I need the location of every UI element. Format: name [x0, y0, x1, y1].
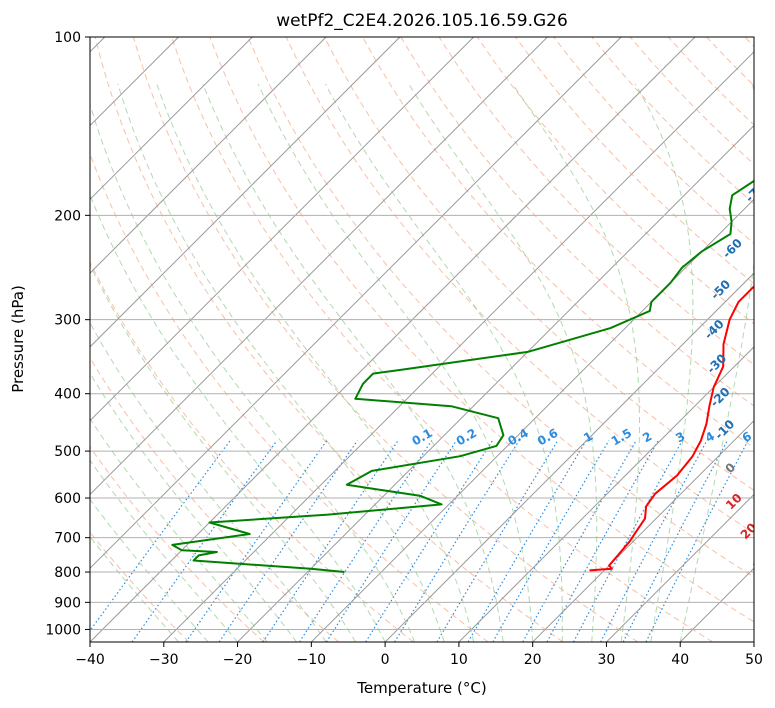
isotherm-line — [90, 37, 401, 348]
moist-adiabat-line — [90, 459, 238, 642]
x-tick-label: −20 — [223, 652, 253, 668]
isotherm-line — [310, 198, 754, 642]
moist-adiabat-line — [90, 535, 179, 642]
y-axis-label: Pressure (hPa) — [9, 285, 27, 393]
mixing-ratio-line — [218, 440, 358, 642]
mixing-ratio-line — [262, 440, 399, 642]
x-tick-label: 30 — [598, 652, 616, 668]
dry-adiabat-line — [515, 37, 754, 285]
dry-adiabats — [90, 37, 754, 642]
moist-adiabat-line — [257, 83, 534, 642]
moist-adiabat-line — [117, 83, 445, 642]
moist-adiabat-line — [634, 83, 694, 642]
moist-adiabat-line — [90, 102, 416, 642]
isotherm-line — [753, 641, 754, 642]
y-tick-label: 1000 — [45, 622, 81, 638]
mixing-ratio-line — [546, 440, 659, 642]
y-tick-label: 700 — [54, 531, 81, 547]
isotherm-line — [90, 37, 696, 642]
isotherm-line — [532, 419, 754, 642]
isotherm-line — [90, 37, 475, 422]
x-tick-label: −40 — [75, 652, 105, 668]
mixing-ratio-line — [185, 440, 328, 642]
moist-adiabat-line — [90, 372, 297, 642]
skewed-isotherms — [90, 37, 754, 642]
dry-adiabat-line — [285, 37, 754, 535]
dry-adiabat-line — [438, 37, 754, 366]
x-tick-label: −30 — [149, 652, 179, 668]
dry-adiabat-line — [247, 37, 754, 578]
moist-adiabat-line — [90, 417, 268, 642]
x-tick-label: −10 — [297, 652, 327, 668]
mixing-ratio-line — [436, 440, 559, 642]
moist-adiabat-line — [156, 83, 475, 642]
isotherm-line — [90, 37, 327, 274]
isotherm-line — [90, 37, 253, 201]
mixing-ratio-line — [325, 440, 457, 642]
moist-adiabat-line — [512, 83, 640, 642]
mixing-ratio-line — [645, 440, 749, 642]
dry-adiabat-line — [323, 37, 754, 491]
x-axis-label: Temperature (°C) — [356, 679, 486, 697]
mixing-ratio-line — [90, 440, 231, 632]
mixing-ratio-line — [131, 440, 278, 642]
y-tick-label: 100 — [54, 30, 81, 46]
isotherm-line — [90, 37, 622, 569]
y-tick-label: 300 — [54, 313, 81, 329]
mixing-ratio-line — [467, 440, 587, 642]
dry-adiabat-line — [476, 37, 754, 325]
y-tick-label: 900 — [54, 595, 81, 611]
mixing-ratio-line — [299, 440, 433, 642]
dry-adiabat-line — [90, 260, 414, 642]
x-tick-label: 40 — [671, 652, 689, 668]
isotherm-label: 40 — [764, 583, 775, 605]
chart-title: wetPf2_C2E4.2026.105.16.59.G26 — [276, 11, 568, 31]
moist-adiabat-line — [324, 83, 563, 642]
moist-adiabat-line — [90, 321, 327, 642]
mixing-ratio-line — [572, 440, 683, 642]
isotherm-line — [90, 37, 548, 496]
x-tick-label: 10 — [450, 652, 468, 668]
dry-adiabat-line — [209, 37, 754, 623]
dry-adiabat-line — [94, 37, 564, 642]
temperature-profile-line — [589, 285, 754, 572]
y-tick-label: 500 — [54, 444, 81, 460]
isotherm-label: -80 — [771, 126, 775, 151]
y-tick-label: 600 — [54, 491, 81, 507]
moist-adiabat-line — [679, 83, 754, 642]
dry-adiabat-line — [171, 37, 713, 642]
dry-adiabat-line — [132, 37, 639, 642]
profile-series — [171, 179, 754, 573]
mixing-ratio-line — [522, 440, 637, 642]
mixing-ratio-line — [365, 440, 494, 642]
isobar-grid — [90, 37, 754, 630]
dry-adiabat-line — [90, 356, 339, 642]
isotherm-label: -70 — [743, 180, 768, 205]
moist-adiabat-line — [90, 498, 209, 642]
isotherm-line — [163, 51, 754, 642]
x-tick-label: 0 — [381, 652, 390, 668]
dewpoint-profile-line — [171, 179, 754, 573]
moist-adiabat-line — [408, 83, 598, 642]
moist-adiabat-line — [202, 83, 504, 642]
x-tick-label: 20 — [524, 652, 542, 668]
isotherm-line — [384, 272, 754, 642]
isotherm-line — [237, 124, 754, 642]
mixing-ratio-line — [492, 440, 610, 642]
x-tick-label: 50 — [745, 652, 763, 668]
isotherm-label: 30 — [750, 552, 772, 574]
isotherm-line — [606, 493, 754, 642]
isotherm-line — [458, 346, 754, 642]
y-tick-label: 800 — [54, 565, 81, 581]
plot-area: -100-90-80-70-60-50-40-30-20-10010203040… — [90, 37, 775, 642]
plot-frame — [89, 36, 755, 643]
y-axis-ticks: 1000 900 800 700 600 500 400 300 200 100 — [45, 30, 90, 638]
mixing-ratio-label: 8 — [769, 429, 775, 445]
dry-adiabat-line — [90, 446, 265, 642]
y-tick-label: 400 — [54, 387, 81, 403]
y-tick-label: 200 — [54, 208, 81, 224]
x-axis-ticks: −40 −30 −20 −10 0 10 20 30 40 50 — [75, 642, 763, 668]
